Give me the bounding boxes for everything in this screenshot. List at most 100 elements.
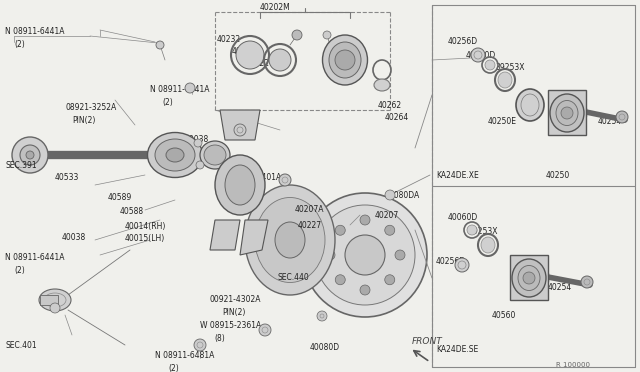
Text: (2): (2) bbox=[162, 99, 173, 108]
Ellipse shape bbox=[275, 222, 305, 258]
Circle shape bbox=[581, 276, 593, 288]
Ellipse shape bbox=[225, 165, 255, 205]
Text: 40533: 40533 bbox=[55, 173, 79, 183]
Circle shape bbox=[360, 285, 370, 295]
Circle shape bbox=[455, 258, 469, 272]
Circle shape bbox=[185, 83, 195, 93]
Text: W 08915-2401A: W 08915-2401A bbox=[220, 173, 281, 183]
Text: 39253X: 39253X bbox=[468, 228, 497, 237]
Text: 40015(LH): 40015(LH) bbox=[125, 234, 165, 244]
Circle shape bbox=[317, 311, 327, 321]
Circle shape bbox=[467, 225, 477, 235]
Circle shape bbox=[292, 30, 302, 40]
Text: 40060D: 40060D bbox=[448, 214, 478, 222]
Ellipse shape bbox=[481, 237, 495, 253]
Text: 40060D: 40060D bbox=[466, 51, 496, 60]
Ellipse shape bbox=[556, 100, 578, 125]
Text: (2): (2) bbox=[168, 363, 179, 372]
Text: (2): (2) bbox=[14, 39, 25, 48]
Polygon shape bbox=[240, 220, 268, 255]
Ellipse shape bbox=[269, 49, 291, 71]
Text: SEC.440: SEC.440 bbox=[278, 273, 310, 282]
Circle shape bbox=[385, 275, 395, 285]
Circle shape bbox=[360, 215, 370, 225]
Text: 40256D: 40256D bbox=[436, 257, 466, 266]
Text: SEC.391: SEC.391 bbox=[5, 160, 36, 170]
Text: (12): (12) bbox=[238, 186, 253, 195]
Text: (8): (8) bbox=[214, 334, 225, 343]
Text: N 08911-6441A: N 08911-6441A bbox=[5, 253, 65, 263]
Circle shape bbox=[156, 41, 164, 49]
Circle shape bbox=[335, 275, 345, 285]
Text: 40588: 40588 bbox=[120, 206, 144, 215]
Ellipse shape bbox=[498, 72, 512, 88]
Text: PIN(2): PIN(2) bbox=[72, 115, 95, 125]
Circle shape bbox=[279, 174, 291, 186]
Bar bbox=[548, 90, 586, 135]
Ellipse shape bbox=[155, 139, 195, 171]
Text: FRONT: FRONT bbox=[412, 337, 443, 346]
Ellipse shape bbox=[245, 185, 335, 295]
Ellipse shape bbox=[236, 41, 264, 69]
Text: 40207A: 40207A bbox=[295, 205, 324, 215]
Circle shape bbox=[385, 225, 395, 235]
Bar bbox=[510, 255, 548, 300]
Circle shape bbox=[12, 137, 48, 173]
Text: 40038: 40038 bbox=[185, 135, 209, 144]
Ellipse shape bbox=[255, 198, 325, 282]
Circle shape bbox=[523, 272, 535, 284]
Text: 40250E: 40250E bbox=[488, 118, 517, 126]
Text: 40254: 40254 bbox=[598, 118, 622, 126]
Text: (2): (2) bbox=[14, 266, 25, 275]
Text: W 08915-2361A: W 08915-2361A bbox=[200, 321, 261, 330]
Text: PIN(2): PIN(2) bbox=[222, 308, 245, 317]
Circle shape bbox=[50, 303, 60, 313]
Text: 40210: 40210 bbox=[232, 48, 256, 57]
Text: 40589: 40589 bbox=[108, 193, 132, 202]
Text: N 08911-6441A: N 08911-6441A bbox=[5, 28, 65, 36]
Text: N 08911-6481A: N 08911-6481A bbox=[155, 352, 214, 360]
Circle shape bbox=[335, 225, 345, 235]
Text: R 100000: R 100000 bbox=[556, 362, 590, 368]
Polygon shape bbox=[210, 220, 240, 250]
Polygon shape bbox=[220, 110, 260, 140]
Text: 39253X: 39253X bbox=[495, 64, 525, 73]
Circle shape bbox=[194, 339, 206, 351]
Text: 40232: 40232 bbox=[217, 35, 241, 45]
Ellipse shape bbox=[550, 94, 584, 132]
Text: 40222: 40222 bbox=[246, 60, 270, 68]
Circle shape bbox=[323, 31, 331, 39]
Circle shape bbox=[561, 107, 573, 119]
Text: N 08911-6441A: N 08911-6441A bbox=[150, 86, 209, 94]
Text: 40264: 40264 bbox=[385, 113, 409, 122]
Ellipse shape bbox=[323, 35, 367, 85]
Ellipse shape bbox=[204, 145, 226, 165]
Circle shape bbox=[315, 205, 415, 305]
Text: 40256D: 40256D bbox=[448, 38, 478, 46]
Ellipse shape bbox=[215, 155, 265, 215]
Circle shape bbox=[20, 145, 40, 165]
Text: 40014(RH): 40014(RH) bbox=[125, 221, 166, 231]
Text: 40202M: 40202M bbox=[260, 3, 291, 13]
Circle shape bbox=[345, 235, 385, 275]
Text: 40560: 40560 bbox=[492, 311, 516, 320]
Circle shape bbox=[325, 250, 335, 260]
Circle shape bbox=[26, 151, 34, 159]
Text: KA24DE.SE: KA24DE.SE bbox=[436, 346, 478, 355]
Text: 40038: 40038 bbox=[62, 234, 86, 243]
Circle shape bbox=[485, 60, 495, 70]
Ellipse shape bbox=[39, 289, 71, 311]
Ellipse shape bbox=[518, 266, 540, 291]
Text: 08921-3252A: 08921-3252A bbox=[65, 103, 116, 112]
Circle shape bbox=[234, 124, 246, 136]
Text: SEC.401: SEC.401 bbox=[5, 340, 36, 350]
Circle shape bbox=[395, 250, 405, 260]
Text: 00921-4302A: 00921-4302A bbox=[210, 295, 262, 305]
Circle shape bbox=[471, 48, 485, 62]
Circle shape bbox=[196, 161, 204, 169]
Ellipse shape bbox=[147, 132, 202, 177]
Text: 40080D: 40080D bbox=[310, 343, 340, 353]
Ellipse shape bbox=[200, 141, 230, 169]
Bar bbox=[40, 295, 58, 305]
Ellipse shape bbox=[166, 148, 184, 162]
